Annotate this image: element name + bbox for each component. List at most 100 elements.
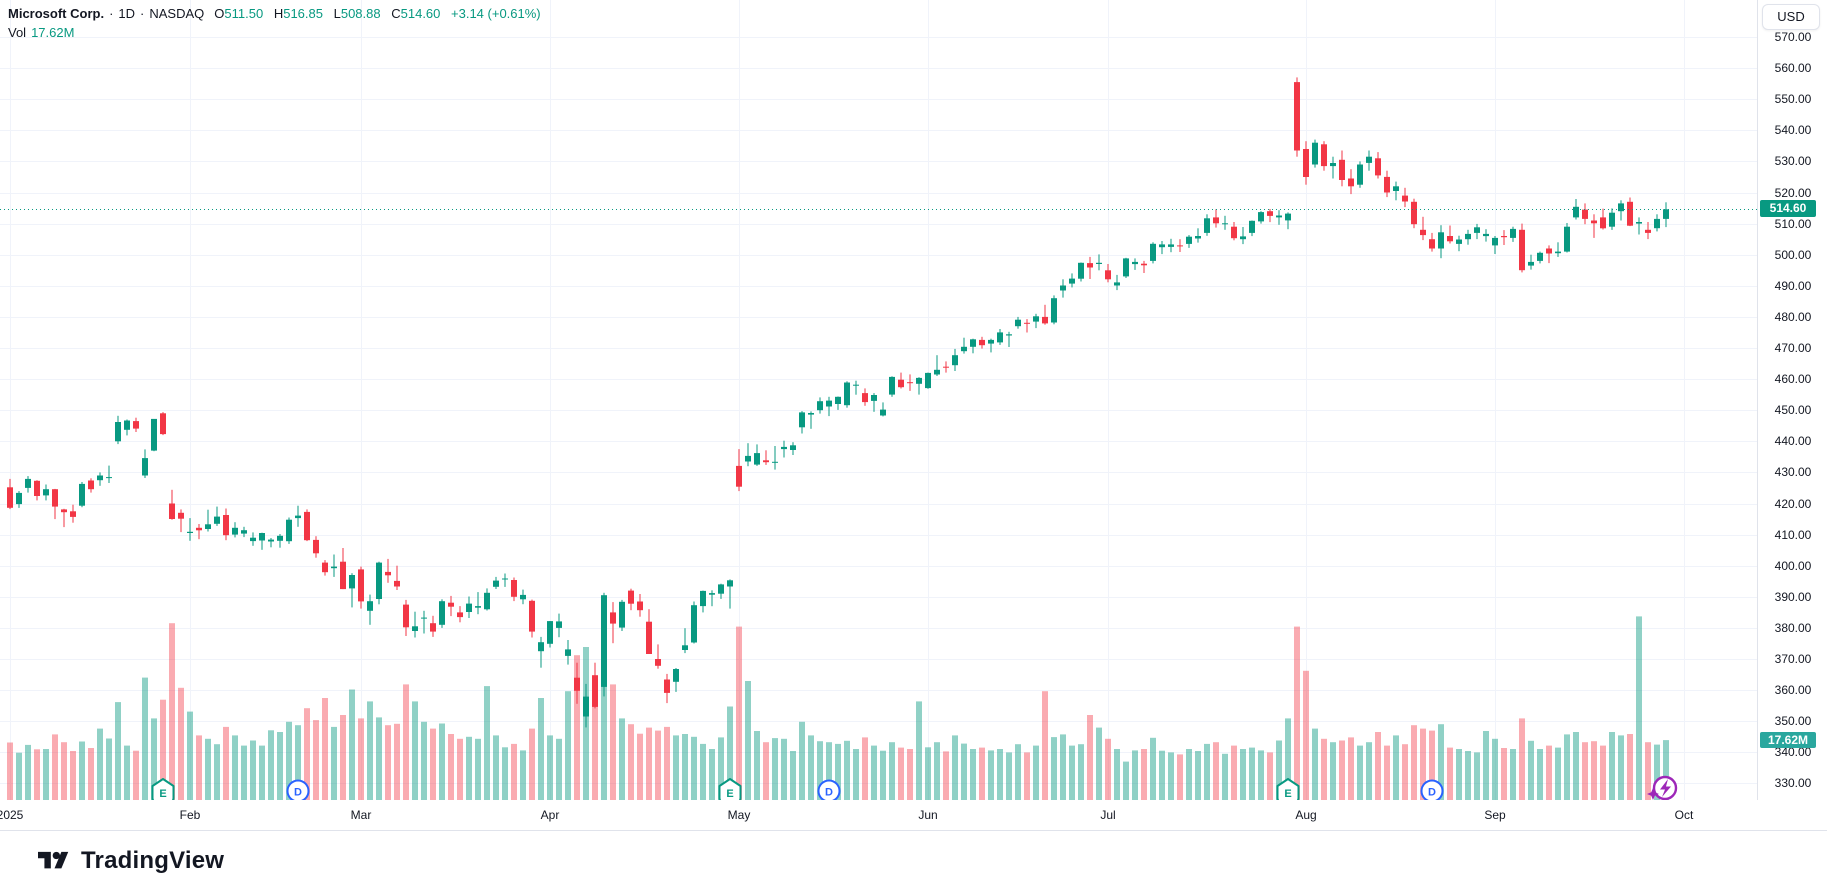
volume-bar bbox=[241, 745, 247, 800]
candle-body bbox=[574, 677, 580, 691]
time-tick-label: 2025 bbox=[0, 808, 24, 822]
candle-body bbox=[16, 492, 22, 505]
volume-bar bbox=[313, 720, 319, 800]
candle-body bbox=[88, 480, 94, 490]
volume-bar bbox=[1420, 728, 1426, 800]
volume-bar bbox=[385, 725, 391, 800]
event-lightning-badge[interactable] bbox=[1647, 775, 1678, 800]
volume-bar bbox=[736, 626, 742, 800]
interval-label[interactable]: 1D bbox=[118, 6, 136, 21]
chart-canvas[interactable]: E E E D D D Microsoft Corp. · 1D · NASDA… bbox=[0, 0, 1757, 800]
candle-body bbox=[97, 475, 103, 481]
candle-body bbox=[835, 396, 841, 404]
time-scale[interactable]: 2025 Feb Mar Apr May Jun Jul Aug Sep Oct bbox=[0, 800, 1827, 831]
price-tick-label: 460.00 bbox=[1774, 372, 1812, 386]
volume-bar bbox=[1069, 745, 1075, 800]
volume-bar bbox=[952, 735, 958, 800]
candle-body bbox=[673, 669, 679, 682]
volume-bar bbox=[34, 749, 40, 800]
earnings-badge[interactable]: E bbox=[718, 778, 742, 800]
volume-bar bbox=[1249, 747, 1255, 800]
volume-bar bbox=[1474, 752, 1480, 800]
volume-bar bbox=[1393, 735, 1399, 800]
candle-body bbox=[106, 477, 112, 479]
volume-bar bbox=[1060, 734, 1066, 800]
volume-bar bbox=[1267, 752, 1273, 800]
candle-body bbox=[259, 533, 265, 541]
candle-body bbox=[1609, 212, 1615, 227]
candle-body bbox=[1141, 263, 1147, 266]
candle-body bbox=[925, 372, 931, 389]
candle-body bbox=[1033, 316, 1039, 322]
volume-bar bbox=[1573, 732, 1579, 800]
candle-body bbox=[1276, 215, 1282, 218]
volume-bar bbox=[1051, 737, 1057, 800]
candle-body bbox=[871, 395, 877, 401]
candle-body bbox=[718, 584, 724, 594]
candle-body bbox=[970, 339, 976, 347]
legend-separator: · bbox=[140, 6, 145, 21]
candle-body bbox=[997, 332, 1003, 343]
dividend-badge[interactable]: D bbox=[286, 779, 310, 801]
candle-body bbox=[169, 503, 175, 519]
dividend-badge[interactable]: D bbox=[1420, 779, 1444, 801]
candle-body bbox=[1465, 233, 1471, 240]
price-scale[interactable]: USD 570.00 560.00 550.00 540.00 530.00 520.00… bbox=[1757, 0, 1827, 831]
volume-bar bbox=[97, 728, 103, 800]
candle-body bbox=[376, 562, 382, 599]
volume-bar bbox=[1609, 732, 1615, 800]
candle-wick bbox=[261, 532, 263, 550]
candle-body bbox=[1096, 262, 1102, 264]
volume-bar bbox=[349, 689, 355, 800]
candle-body bbox=[430, 623, 436, 632]
candle-wick bbox=[765, 450, 767, 465]
candle-body bbox=[880, 409, 886, 416]
volume-bar bbox=[763, 742, 769, 800]
candle-body bbox=[7, 487, 13, 508]
candle-body bbox=[79, 483, 85, 506]
volume-bar bbox=[1456, 749, 1462, 800]
candle-wick bbox=[1638, 217, 1640, 235]
volume-bar bbox=[232, 735, 238, 800]
volume-bar bbox=[1312, 728, 1318, 800]
volume-bar bbox=[25, 744, 31, 800]
candle-wick bbox=[1287, 212, 1289, 230]
volume-bar bbox=[1402, 744, 1408, 800]
volume-label[interactable]: Vol bbox=[8, 25, 27, 40]
volume-bar bbox=[331, 726, 337, 800]
candle-body bbox=[187, 531, 193, 533]
candle-wick bbox=[1098, 254, 1100, 271]
candle-body bbox=[1618, 203, 1624, 212]
candle-wick bbox=[504, 573, 506, 587]
price-tick-label: 380.00 bbox=[1774, 621, 1812, 635]
candle-wick bbox=[774, 446, 776, 470]
candle-body bbox=[1024, 322, 1030, 324]
candle-body bbox=[844, 382, 850, 406]
last-price-badge: 514.60 bbox=[1760, 200, 1816, 217]
candle-wick bbox=[477, 592, 479, 615]
candle-wick bbox=[198, 524, 200, 540]
candle-body bbox=[1105, 270, 1111, 280]
volume-bar bbox=[1429, 730, 1435, 800]
volume-bar bbox=[664, 726, 670, 800]
close-label: C bbox=[391, 6, 401, 21]
candle-wick bbox=[108, 465, 110, 483]
earnings-badge[interactable]: E bbox=[1276, 778, 1300, 800]
symbol-name[interactable]: Microsoft Corp. bbox=[8, 6, 105, 21]
candle-body bbox=[1528, 261, 1534, 266]
dividend-badge[interactable]: D bbox=[817, 779, 841, 801]
candle-wick bbox=[279, 534, 281, 548]
volume-bar bbox=[1375, 732, 1381, 800]
volume-bar bbox=[673, 735, 679, 800]
earnings-badge[interactable]: E bbox=[151, 778, 175, 800]
currency-toggle-button[interactable]: USD bbox=[1762, 4, 1820, 30]
candle-body bbox=[1069, 278, 1075, 284]
volume-bar bbox=[1132, 750, 1138, 800]
candle-body bbox=[592, 675, 598, 707]
volume-bar bbox=[1096, 727, 1102, 800]
candle-body bbox=[736, 465, 742, 487]
tradingview-logo[interactable]: TradingView bbox=[38, 846, 224, 876]
price-tick-label: 560.00 bbox=[1774, 61, 1812, 75]
candle-body bbox=[1501, 236, 1507, 238]
candle-body bbox=[1294, 82, 1300, 151]
